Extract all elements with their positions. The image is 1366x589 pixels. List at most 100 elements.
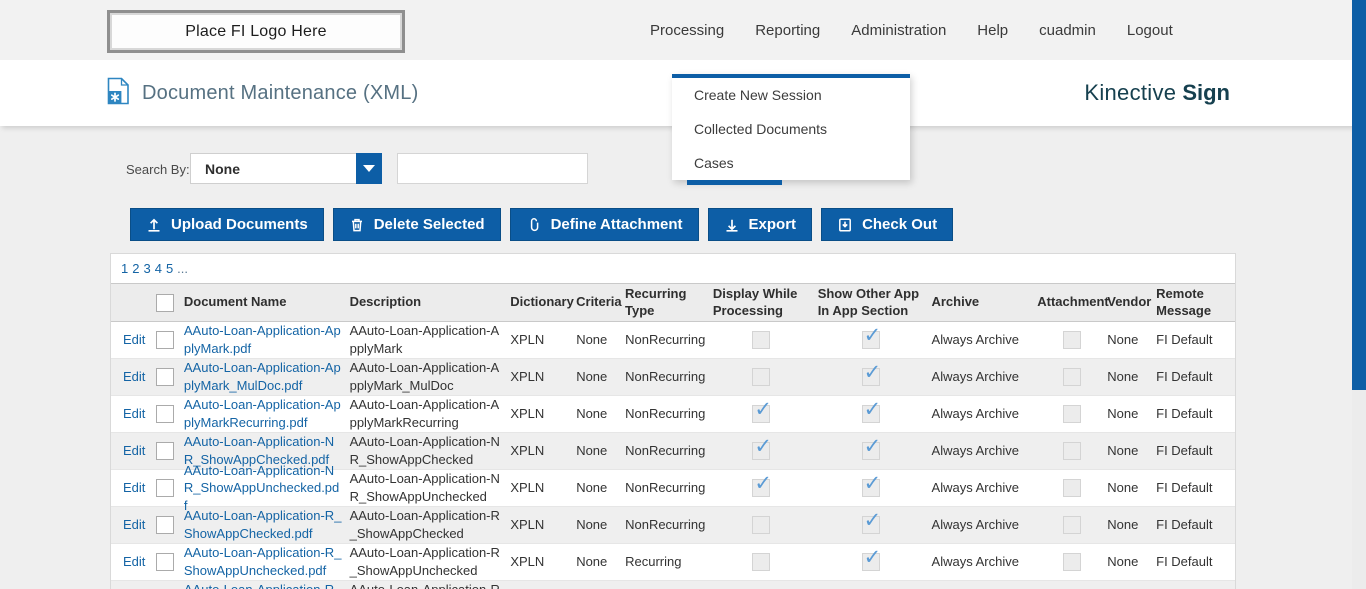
nav-item-administration[interactable]: Administration [851,21,947,39]
search-by-selected-value: None [205,161,240,177]
show-other-app-checkbox [861,359,881,387]
upload-documents-button[interactable]: Upload Documents [130,208,324,241]
edit-link[interactable]: Edit [123,517,146,533]
attachment-checkbox [1063,368,1082,386]
page-title: Document Maintenance (XML) [142,81,419,104]
edit-link[interactable]: Edit [123,369,146,385]
show-other-app-checkbox [861,470,881,498]
search-by-label: Search By: [126,162,190,177]
edit-link[interactable]: Edit [123,406,146,422]
row-select-checkbox[interactable] [156,479,175,497]
recurring-type-cell: NonRecurring [625,406,706,422]
document-name-link[interactable]: AAuto-Loan-Application-NR_ShowAppUncheck… [183,462,340,513]
page-link-1[interactable]: 1 [121,261,129,276]
description-cell: AAuto-Loan-Application-RS [350,581,511,589]
pagination: 1 2 3 4 5 ... [111,254,1235,283]
table-row: Edit AAuto-Loan-Application-ApplyMark_Mu… [111,359,1235,396]
display-while-processing-checkbox [752,470,772,498]
processing-dropdown-menu: Create New Session Collected Documents C… [672,74,910,185]
document-name-link[interactable]: AAuto-Loan-Application-RS [184,582,334,589]
search-by-select[interactable]: None [190,153,382,184]
dictionary-cell: XPLN [510,369,545,385]
row-select-checkbox[interactable] [156,331,175,349]
define-attachment-button[interactable]: Define Attachment [509,208,699,241]
remote-message-cell: FI Default [1156,369,1213,385]
header-vendor: Vendor [1107,294,1152,310]
page-link-5[interactable]: 5 [165,261,174,276]
recurring-type-cell: NonRecurring [625,443,706,459]
description-cell: AAuto-Loan-Application-ApplyMark [349,323,500,356]
attachment-checkbox [1063,405,1082,423]
edit-link[interactable]: Edit [123,332,146,348]
header-select-all-cell [147,293,184,312]
criteria-cell: None [576,406,608,422]
vendor-cell: None [1107,406,1139,422]
menu-item-create-new-session[interactable]: Create New Session [694,87,822,103]
display-while-processing-checkbox [752,553,771,571]
nav-item-logout[interactable]: Logout [1126,21,1173,39]
pagination-ellipsis[interactable]: ... [177,261,189,276]
edit-link[interactable]: Edit [123,480,146,496]
documents-table: 1 2 3 4 5 ... Document Name Description … [110,253,1236,589]
xml-document-icon [107,77,130,110]
vendor-cell: None [1107,480,1139,496]
document-name-link[interactable]: AAuto-Loan-Application-ApplyMark_MulDoc.… [183,360,341,393]
document-name-link[interactable]: AAuto-Loan-Application-ApplyMark.pdf [183,323,341,356]
edit-link[interactable]: Edit [123,554,146,570]
menu-item-cases[interactable]: Cases [694,155,734,171]
row-select-checkbox[interactable] [156,442,175,460]
menu-item-collected-documents[interactable]: Collected Documents [694,121,828,137]
brand-suffix: Sign [1182,80,1230,105]
nav-item-reporting[interactable]: Reporting [755,21,821,39]
fi-logo-placeholder: Place FI Logo Here [107,10,405,53]
scrollbar [1352,0,1366,589]
header-show-other-app: Show Other App In App Section [817,285,920,318]
page-link-3[interactable]: 3 [143,261,151,276]
toolbar: Upload Documents Delete Selected Define … [130,208,954,241]
attachment-checkbox [1063,516,1082,534]
table-row: Edit AAuto-Loan-Application-R_ShowAppChe… [111,507,1235,544]
show-other-app-checkbox [861,507,881,535]
criteria-cell: None [576,517,608,533]
attachment-checkbox [1063,553,1082,571]
row-select-checkbox[interactable] [156,368,175,386]
document-name-link[interactable]: AAuto-Loan-Application-R_ShowAppUnchecke… [183,545,342,578]
display-while-processing-checkbox [752,433,772,461]
description-cell: AAuto-Loan-Application-ApplyMarkRecurrin… [349,397,500,430]
page-link-2[interactable]: 2 [132,261,140,276]
check-out-button[interactable]: Check Out [821,208,954,241]
main-nav: Processing Reporting Administration Help… [650,0,1173,60]
document-name-link[interactable]: AAuto-Loan-Application-R_ShowAppChecked.… [183,508,342,541]
document-name-link[interactable]: AAuto-Loan-Application-NR_ShowAppChecked… [183,434,335,467]
chevron-down-icon[interactable] [356,153,382,184]
delete-selected-button[interactable]: Delete Selected [332,208,501,241]
upload-icon [146,217,162,233]
display-while-processing-checkbox [752,368,771,386]
define-attachment-label: Define Attachment [550,216,683,233]
nav-item-processing[interactable]: Processing [650,21,725,39]
table-row: Edit AAuto-Loan-Application-ApplyMark.pd… [111,322,1235,359]
nav-item-cuadmin[interactable]: cuadmin [1039,21,1096,39]
vendor-cell: None [1107,443,1139,459]
header-display-while-processing: Display While Processing [712,285,798,318]
document-name-link[interactable]: AAuto-Loan-Application-ApplyMarkRecurrin… [183,397,341,430]
display-while-processing-checkbox [752,396,772,424]
page-link-4[interactable]: 4 [154,261,162,276]
remote-message-cell: FI Default [1156,554,1213,570]
edit-link[interactable]: Edit [123,443,146,459]
nav-item-help[interactable]: Help [977,21,1009,39]
top-bar: Place FI Logo Here Processing Reporting … [0,0,1366,60]
table-row: Edit AAuto-Loan-Application-NR_ShowAppUn… [111,463,1235,513]
row-select-checkbox[interactable] [156,553,175,571]
archive-cell: Always Archive [931,517,1019,533]
search-input[interactable] [397,153,588,184]
select-all-checkbox[interactable] [156,293,175,312]
scrollbar-thumb[interactable] [1352,0,1366,390]
row-select-checkbox[interactable] [156,405,175,423]
export-button[interactable]: Export [707,208,813,241]
row-select-checkbox[interactable] [156,516,175,534]
description-cell: AAuto-Loan-Application-NR_ShowAppUncheck… [349,471,500,504]
criteria-cell: None [576,332,608,348]
dictionary-cell: XPLN [510,517,545,533]
